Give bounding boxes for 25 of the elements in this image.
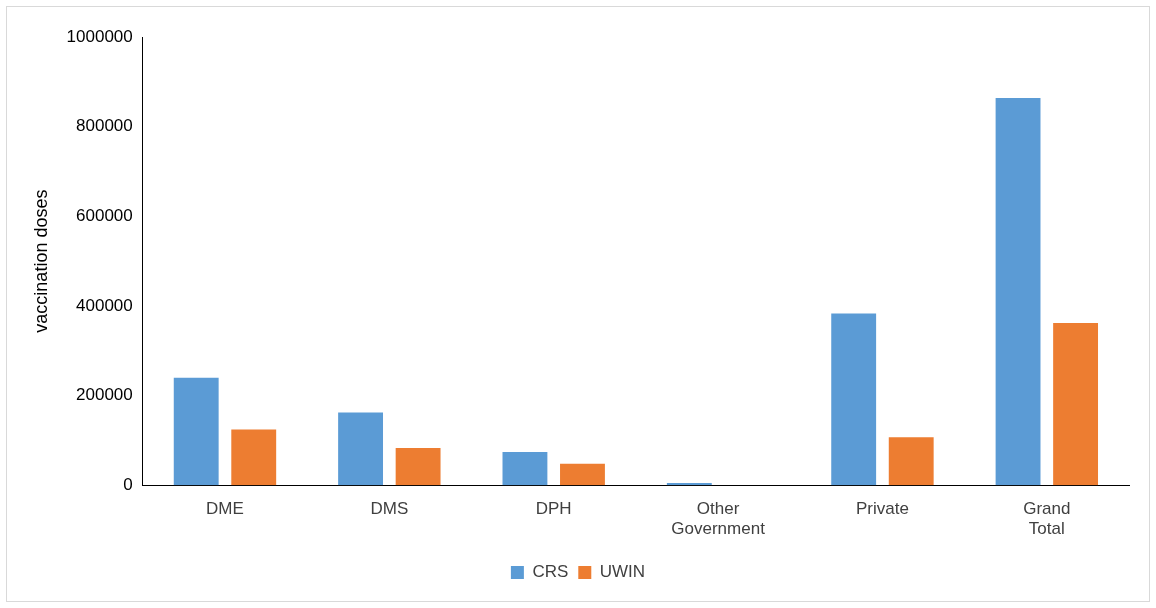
bar [831, 313, 877, 486]
bar [395, 448, 441, 486]
bar [995, 97, 1041, 486]
y-tick-label: 600000 [76, 205, 133, 225]
x-tick-label: DPH [535, 499, 572, 519]
y-tick-label: 200000 [76, 385, 133, 405]
x-tick-label: Private [855, 499, 909, 519]
x-tick-label: Grand Total [1023, 499, 1071, 539]
x-tick-label: DME [206, 499, 244, 519]
y-axis-title: vaccination doses [30, 189, 51, 333]
legend-label: UWIN [599, 562, 646, 582]
legend-label: CRS [532, 562, 569, 582]
bar [560, 463, 605, 486]
bar [173, 377, 219, 486]
x-tick-label: DMS [370, 499, 409, 519]
y-tick-label: 1000000 [66, 26, 133, 46]
y-tick-label: 800000 [76, 116, 133, 136]
x-tick-label: Other Government [671, 499, 766, 539]
bar [231, 429, 277, 486]
bar [1053, 322, 1099, 486]
y-tick-label: 400000 [76, 295, 133, 315]
bar [502, 452, 548, 486]
y-tick-label: 0 [123, 474, 133, 494]
bar [338, 412, 384, 486]
bar [888, 437, 934, 486]
